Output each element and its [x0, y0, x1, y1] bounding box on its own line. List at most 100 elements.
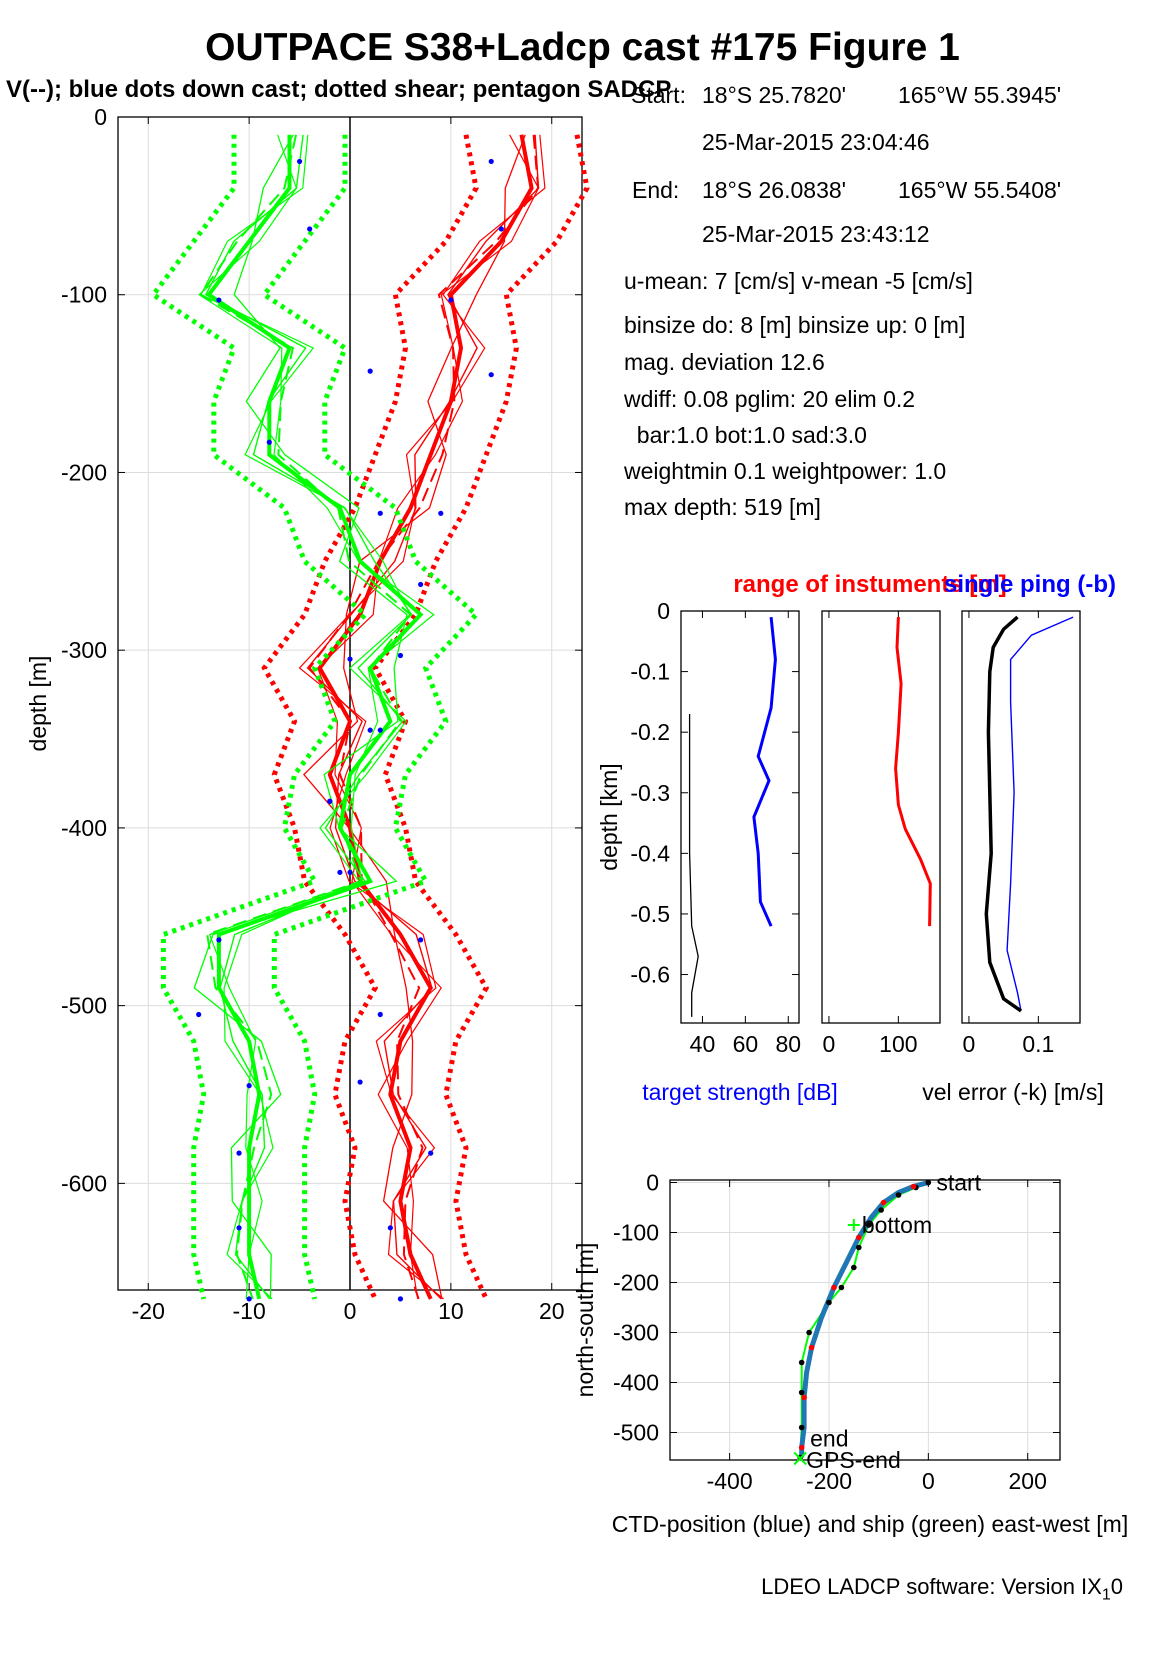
down-cast-dot-13: [428, 1150, 434, 1156]
ship-track-line: [799, 1181, 929, 1458]
ctd-marker-9: [808, 1344, 815, 1351]
down-cast-dot-31: [246, 1296, 252, 1302]
ship-fix-7: [838, 1284, 845, 1291]
single-ping-error-frame: [961, 610, 1081, 1024]
down-cast-dot-0: [488, 158, 494, 165]
track-label-bottom: bottom: [862, 1212, 932, 1238]
ship-track-xtick-label-2: 0: [922, 1468, 935, 1494]
ship-track-xtick-label-0: -400: [707, 1468, 753, 1494]
ctd-marker-13: [798, 1444, 805, 1451]
ctd-marker-3: [880, 1199, 887, 1206]
track-label-start: start: [936, 1170, 981, 1196]
start-longitude: 165°W 55.3945': [898, 82, 1062, 108]
start-time: 25-Mar-2015 23:04:46: [702, 129, 930, 155]
ship-track-ytick-label-3: -300: [613, 1320, 659, 1346]
gps-end-marker: [793, 1451, 807, 1466]
velocity-profile-ytick-label-5: -500: [61, 993, 107, 1019]
down-cast-dot-16: [296, 158, 303, 165]
instrument-range-background: [822, 611, 940, 1023]
down-cast-dot-26: [216, 937, 222, 943]
ship-fix-11: [798, 1389, 805, 1396]
down-cast-dot-30: [236, 1225, 242, 1231]
down-cast-dot-7: [367, 727, 373, 733]
velocity-profile-ytick-label-6: -600: [61, 1170, 107, 1196]
ship-fix-3: [878, 1207, 884, 1213]
ship-track-ylabel: north-south [m]: [572, 1243, 598, 1398]
single-ping-title: single ping (-b): [944, 571, 1116, 598]
velocity-profile-ytick-label-3: -300: [61, 637, 107, 663]
down-cast-dot-27: [196, 1011, 202, 1018]
down-cast-dot-12: [357, 1079, 363, 1085]
velocity-profile-xtick-label-2: 0: [344, 1298, 357, 1324]
series-u-shear-left: [261, 134, 479, 1300]
mag-deviation: mag. deviation 12.6: [624, 349, 825, 375]
instrument-range-title: range of instuments [m]: [733, 571, 1006, 598]
mean-velocity: u-mean: 7 [cm/s] v-mean -5 [cm/s]: [624, 268, 973, 294]
single-ping-xlabel: vel error (-k) [m/s]: [922, 1079, 1103, 1105]
target-strength-ytick-label-5: -0.5: [630, 901, 670, 927]
down-cast-dot-29: [236, 1150, 242, 1156]
ship-fix-4: [865, 1222, 872, 1228]
figure-title: OUTPACE S38+Ladcp cast #175 Figure 1: [205, 26, 960, 69]
down-cast-dot-4: [438, 510, 444, 516]
velocity-profile-xtick-label-3: 10: [438, 1298, 464, 1324]
end-latitude: 18°S 26.0838': [702, 177, 847, 203]
ship-track-frame: [669, 1179, 1061, 1461]
ship-fix-9: [806, 1329, 812, 1336]
figure-subtitle: V(--); blue dots down cast; dotted shear…: [6, 76, 672, 103]
down-cast-dot-22: [397, 652, 404, 659]
target-strength-ytick-label-3: -0.3: [630, 780, 670, 806]
footer-text: LDEO LADCP software: Version IX: [761, 1574, 1102, 1599]
down-cast-dot-10: [418, 937, 424, 943]
track-label-gps-end: GPS-end: [806, 1447, 901, 1473]
bottom-marker: [847, 1219, 860, 1231]
velocity-ylabel: depth [m]: [25, 656, 51, 752]
instrument-range-xtick-label-0: 0: [823, 1031, 836, 1057]
target-strength-ylabel: depth [km]: [596, 763, 622, 870]
target-strength-ytick-label-0: 0: [657, 598, 670, 624]
down-cast-dot-6: [347, 656, 353, 662]
ship-track-ytick-label-1: -100: [613, 1220, 659, 1246]
target-strength-ytick-label-6: -0.6: [630, 962, 670, 988]
end-time: 25-Mar-2015 23:43:12: [702, 221, 930, 247]
ship-track-ytick-label-0: 0: [646, 1170, 659, 1196]
down-cast-dot-17: [307, 226, 313, 232]
target-strength-background: [681, 611, 799, 1023]
binsize-text: binsize do: 8 [m] binsize up: 0 [m]: [624, 312, 966, 338]
velocity-profile-ytick-label-2: -200: [61, 459, 107, 485]
velocity-profile-xtick-label-0: -20: [132, 1298, 165, 1324]
ctd-marker-1: [910, 1183, 917, 1190]
down-cast-dot-1: [498, 226, 504, 232]
single-ping-error-background: [962, 611, 1080, 1023]
footer-tail: 0: [1110, 1574, 1123, 1599]
ship-track-xlabel: CTD-position (blue) and ship (green) eas…: [612, 1511, 1128, 1537]
target-strength-frame: [680, 610, 800, 1024]
start-label: Start:: [631, 82, 686, 108]
ship-track-ytick-label-2: -200: [613, 1270, 659, 1296]
down-cast-dot-14: [387, 1225, 393, 1231]
down-cast-dot-3: [488, 372, 494, 378]
ship-track-ytick-label-4: -400: [613, 1370, 659, 1396]
single-ping-error-xtick-label-0: 0: [963, 1031, 976, 1057]
instrument-range-line-0: [894, 617, 932, 927]
down-cast-dot-15: [397, 1296, 404, 1302]
max-depth: max depth: 519 [m]: [624, 494, 821, 520]
series-v-shear-right: [260, 134, 480, 1300]
ship-fix-12: [798, 1424, 805, 1431]
target-strength-xlabel: target strength [dB]: [642, 1079, 838, 1105]
series-u-dashed: [308, 134, 540, 1300]
down-cast-dot-21: [377, 510, 383, 516]
target-strength-line-0: [752, 616, 777, 927]
ctd-marker-11: [801, 1394, 807, 1401]
ship-track-xtick-label-3: 200: [1009, 1468, 1047, 1494]
velocity-profile-xtick-label-4: 20: [539, 1298, 565, 1324]
down-cast-dot-9: [347, 869, 353, 875]
target-strength-xtick-label-0: 40: [690, 1031, 716, 1057]
down-cast-dot-25: [337, 869, 343, 875]
down-cast-dot-2: [448, 297, 454, 303]
ship-fix-6: [851, 1264, 857, 1271]
velocity-profile-ytick-label-0: 0: [94, 104, 107, 130]
velocity-profile-ytick-label-4: -400: [61, 815, 107, 841]
ship-track-ytick-label-5: -500: [613, 1420, 659, 1446]
single-ping-line-1: [984, 615, 1022, 1013]
